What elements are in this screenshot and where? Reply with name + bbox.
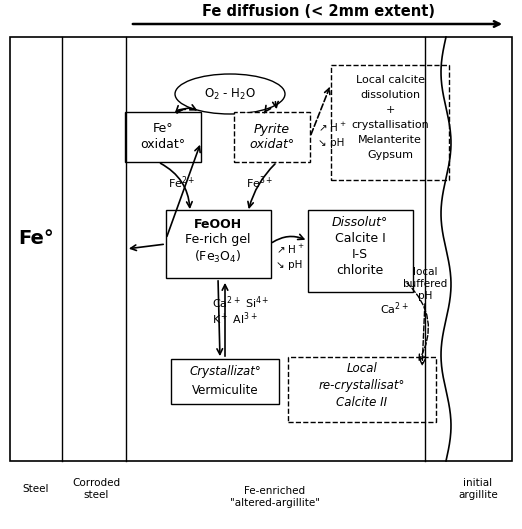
Text: ↗ H$^+$: ↗ H$^+$ (276, 242, 305, 256)
Bar (10, 37, 512, 461)
Text: Vermiculite: Vermiculite (192, 384, 258, 397)
Text: oxidat°: oxidat° (250, 139, 294, 151)
Ellipse shape (175, 74, 285, 114)
Text: initial
argillite: initial argillite (458, 478, 498, 500)
Text: crystallisation: crystallisation (351, 120, 429, 130)
Text: Fe°: Fe° (153, 123, 173, 135)
Text: FeOOH: FeOOH (194, 217, 242, 231)
Text: O$_2$ - H$_2$O: O$_2$ - H$_2$O (204, 86, 256, 102)
Text: ↘ pH: ↘ pH (276, 260, 302, 270)
Bar (288, 357, 436, 422)
Bar (234, 112, 310, 162)
Text: (Fe$_3$O$_4$): (Fe$_3$O$_4$) (194, 249, 242, 265)
Bar (125, 112, 201, 162)
Text: local
buffered
pH: local buffered pH (403, 267, 447, 300)
Text: ↗ H$^+$: ↗ H$^+$ (318, 121, 347, 133)
Text: Local calcite: Local calcite (355, 75, 424, 85)
Text: Melanterite: Melanterite (358, 135, 422, 145)
Text: Ca$^{2+}$ Si$^{4+}$: Ca$^{2+}$ Si$^{4+}$ (212, 295, 269, 311)
Text: ↘ pH: ↘ pH (318, 138, 345, 148)
Text: oxidat°: oxidat° (140, 139, 185, 151)
Text: dissolution: dissolution (360, 90, 420, 100)
Text: Calcite I: Calcite I (335, 233, 385, 245)
Text: Gypsum: Gypsum (367, 150, 413, 160)
Text: Fe-rich gel: Fe-rich gel (185, 233, 251, 247)
Text: Fe$^{3+}$: Fe$^{3+}$ (246, 175, 274, 191)
Text: Dissolut°: Dissolut° (332, 216, 388, 230)
Text: Fe°: Fe° (18, 230, 54, 249)
Text: Pyrite: Pyrite (254, 123, 290, 135)
Text: Fe$^{2+}$: Fe$^{2+}$ (168, 175, 195, 191)
Text: Steel: Steel (23, 484, 49, 494)
Text: Ca$^{2+}$: Ca$^{2+}$ (380, 300, 409, 317)
Text: Fe diffusion (< 2mm extent): Fe diffusion (< 2mm extent) (201, 5, 434, 20)
Text: K$^+$ Al$^{3+}$: K$^+$ Al$^{3+}$ (212, 311, 258, 327)
Bar (307, 210, 412, 292)
Text: I-S: I-S (352, 249, 368, 261)
Text: Local: Local (347, 362, 377, 376)
Text: Crystallizat°: Crystallizat° (189, 366, 261, 379)
Text: +: + (385, 105, 395, 115)
Text: re-crystallisat°: re-crystallisat° (319, 379, 405, 391)
Bar (171, 359, 279, 404)
Text: Corroded
steel: Corroded steel (72, 478, 120, 500)
Bar (165, 210, 270, 278)
Text: Calcite II: Calcite II (337, 397, 387, 409)
Text: Fe-enriched
"altered-argillite": Fe-enriched "altered-argillite" (230, 486, 320, 508)
Text: chlorite: chlorite (336, 264, 384, 278)
Bar (331, 65, 449, 179)
